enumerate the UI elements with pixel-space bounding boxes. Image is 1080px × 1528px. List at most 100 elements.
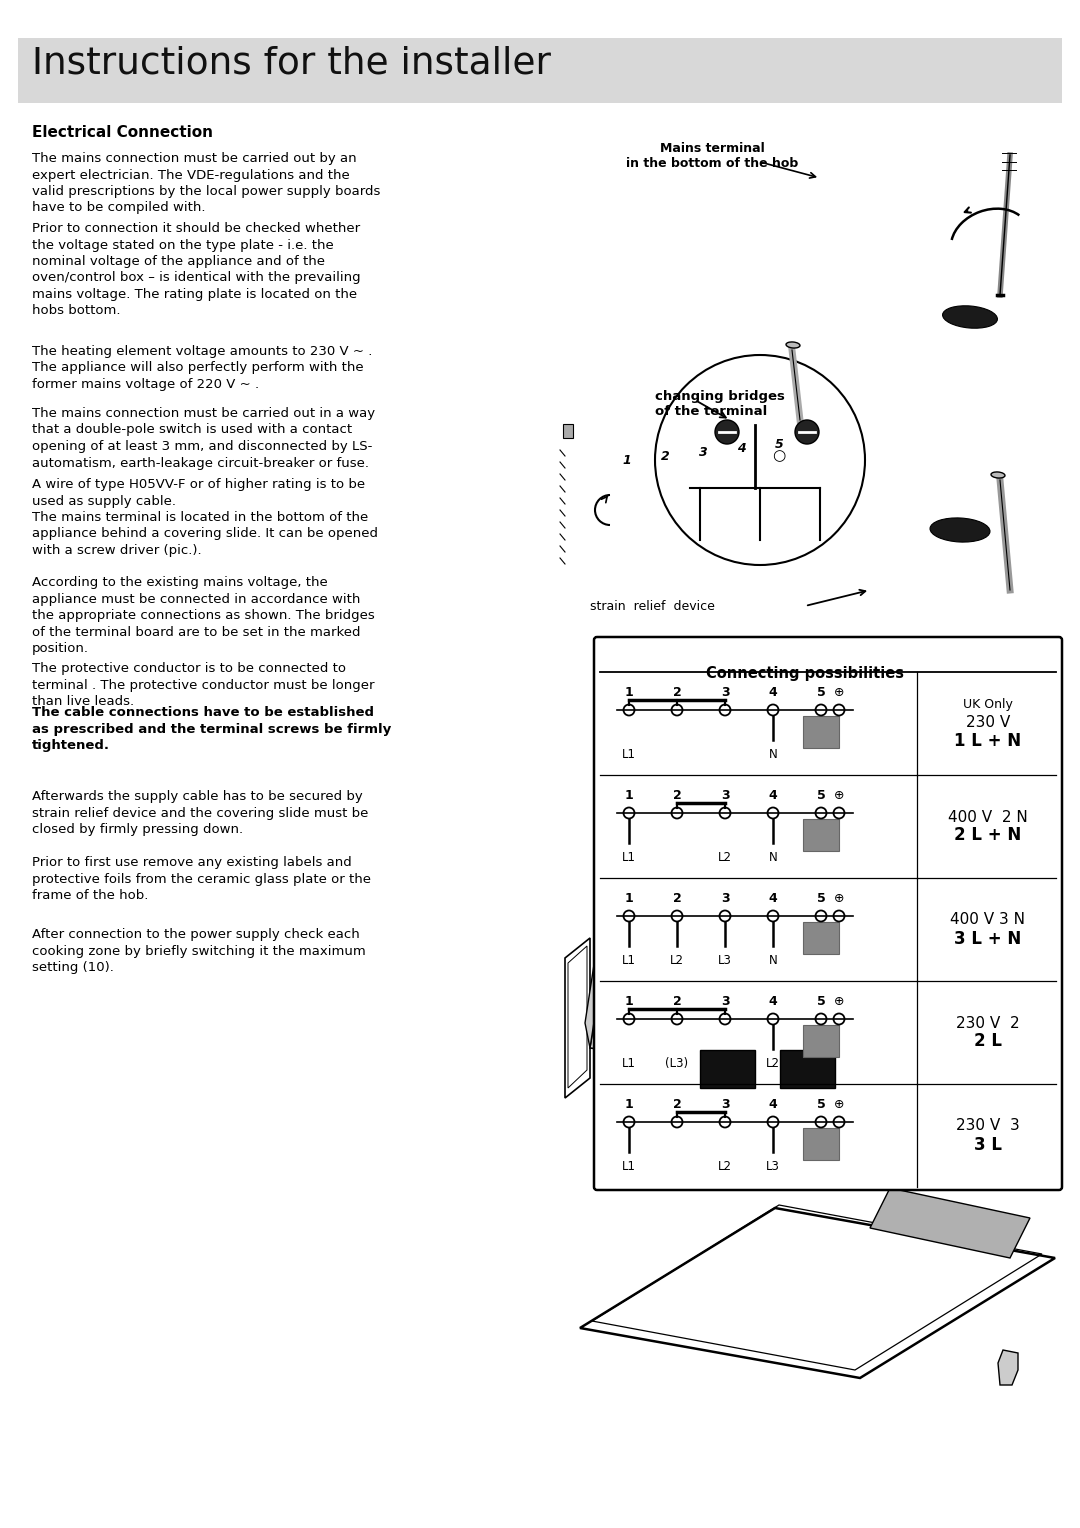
Text: Prior to first use remove any existing labels and
protective foils from the cera: Prior to first use remove any existing l… [32,856,372,902]
Text: 2 L: 2 L [974,1033,1002,1051]
Text: UK Only: UK Only [963,698,1013,711]
Text: 3 L + N: 3 L + N [955,929,1022,947]
Text: Afterwards the supply cable has to be secured by
strain relief device and the co: Afterwards the supply cable has to be se… [32,790,368,836]
Text: 5: 5 [816,686,825,698]
Text: L2: L2 [670,953,684,967]
Polygon shape [651,1051,683,1060]
Polygon shape [860,978,1020,1048]
Text: The mains connection must be carried out by an
expert electrician. The VDE-regul: The mains connection must be carried out… [32,151,380,214]
Text: 4: 4 [769,892,778,905]
Text: L2: L2 [766,1057,780,1070]
Polygon shape [585,958,600,1048]
Text: N: N [769,953,778,967]
Text: 3: 3 [720,686,729,698]
Polygon shape [870,1187,1030,1258]
Text: 5: 5 [816,788,825,802]
Text: 2: 2 [673,1099,681,1111]
Text: 400 V 3 N: 400 V 3 N [950,912,1026,927]
Text: According to the existing mains voltage, the
appliance must be connected in acco: According to the existing mains voltage,… [32,576,375,656]
Text: Instructions for the installer: Instructions for the installer [32,46,551,83]
Text: 3: 3 [720,995,729,1008]
Text: 5: 5 [774,437,783,451]
Circle shape [715,420,739,445]
Text: Electrical Connection: Electrical Connection [32,125,213,141]
Text: N: N [769,749,778,761]
Polygon shape [689,1028,717,1059]
Text: The mains connection must be carried out in a way
that a double-pole switch is u: The mains connection must be carried out… [32,406,375,469]
Text: The protective conductor is to be connected to
terminal . The protective conduct: The protective conductor is to be connec… [32,662,375,707]
Text: ○: ○ [772,449,785,463]
Text: ⊗: ⊗ [734,452,747,468]
Text: 4: 4 [769,686,778,698]
Circle shape [795,420,819,445]
Ellipse shape [991,472,1005,478]
Text: 2 L + N: 2 L + N [955,827,1022,845]
Text: 2: 2 [673,788,681,802]
Text: 4: 4 [737,442,745,454]
Text: 230 V  2: 230 V 2 [956,1016,1020,1030]
Bar [563,423,573,439]
Text: 4: 4 [769,1099,778,1111]
Polygon shape [613,1048,645,1056]
Text: 3: 3 [699,446,707,458]
Text: 3: 3 [720,788,729,802]
Text: 4: 4 [769,995,778,1008]
Polygon shape [689,1056,721,1063]
Bar [804,717,839,749]
Polygon shape [590,983,870,1083]
Text: A wire of type H05VV-F or of higher rating is to be
used as supply cable.
The ma: A wire of type H05VV-F or of higher rati… [32,478,378,558]
Text: 2: 2 [661,449,670,463]
FancyBboxPatch shape [594,637,1062,1190]
Text: 2: 2 [673,892,681,905]
Polygon shape [613,1021,642,1051]
Text: 3: 3 [720,892,729,905]
Ellipse shape [943,306,998,329]
Bar [804,1025,839,1057]
Text: N: N [769,851,778,863]
Text: L1: L1 [622,953,636,967]
Text: 5: 5 [816,892,825,905]
Text: ⊗: ⊗ [697,457,710,472]
Text: (L3): (L3) [665,1057,689,1070]
Polygon shape [765,1038,793,1067]
Text: 1: 1 [624,892,633,905]
Text: 3: 3 [720,1099,729,1111]
Polygon shape [804,1041,831,1071]
Text: L3: L3 [766,1160,780,1174]
Text: Mains terminal
in the bottom of the hob: Mains terminal in the bottom of the hob [626,142,798,170]
Text: ⊗: ⊗ [659,460,672,475]
Text: L1: L1 [622,1057,636,1070]
Text: After connection to the power supply check each
cooking zone by briefly switchin: After connection to the power supply che… [32,927,366,973]
Text: Prior to connection it should be checked whether
the voltage stated on the type : Prior to connection it should be checked… [32,222,361,318]
Bar [804,819,839,851]
Text: ⊗: ⊗ [811,445,823,460]
Text: L1: L1 [622,1160,636,1174]
Text: Connecting possibilities: Connecting possibilities [706,666,904,681]
Ellipse shape [930,518,990,542]
Text: ⊕: ⊕ [834,1099,845,1111]
Text: 1: 1 [623,454,632,466]
Text: 2: 2 [673,686,681,698]
Text: L1: L1 [622,749,636,761]
Text: 230 V: 230 V [966,715,1010,730]
Polygon shape [727,1033,755,1063]
Bar [804,1128,839,1160]
Bar [804,921,839,953]
Polygon shape [700,1050,755,1088]
Text: 400 V  2 N: 400 V 2 N [948,810,1028,825]
Text: 1: 1 [624,686,633,698]
Text: The cable connections have to be established
as prescribed and the terminal scre: The cable connections have to be establi… [32,706,391,752]
Text: 1: 1 [624,995,633,1008]
Ellipse shape [786,342,800,348]
Text: L2: L2 [718,851,732,863]
Bar [18,38,1062,102]
Text: The heating element voltage amounts to 230 V ~ .
The appliance will also perfect: The heating element voltage amounts to 2… [32,345,373,391]
Polygon shape [804,1068,835,1076]
Text: ⊕: ⊕ [834,892,845,905]
Text: L1: L1 [622,851,636,863]
Polygon shape [651,1025,679,1054]
Text: 2: 2 [673,995,681,1008]
Text: 5: 5 [816,995,825,1008]
Text: 3 L: 3 L [974,1135,1002,1154]
Text: ⊕: ⊕ [834,788,845,802]
